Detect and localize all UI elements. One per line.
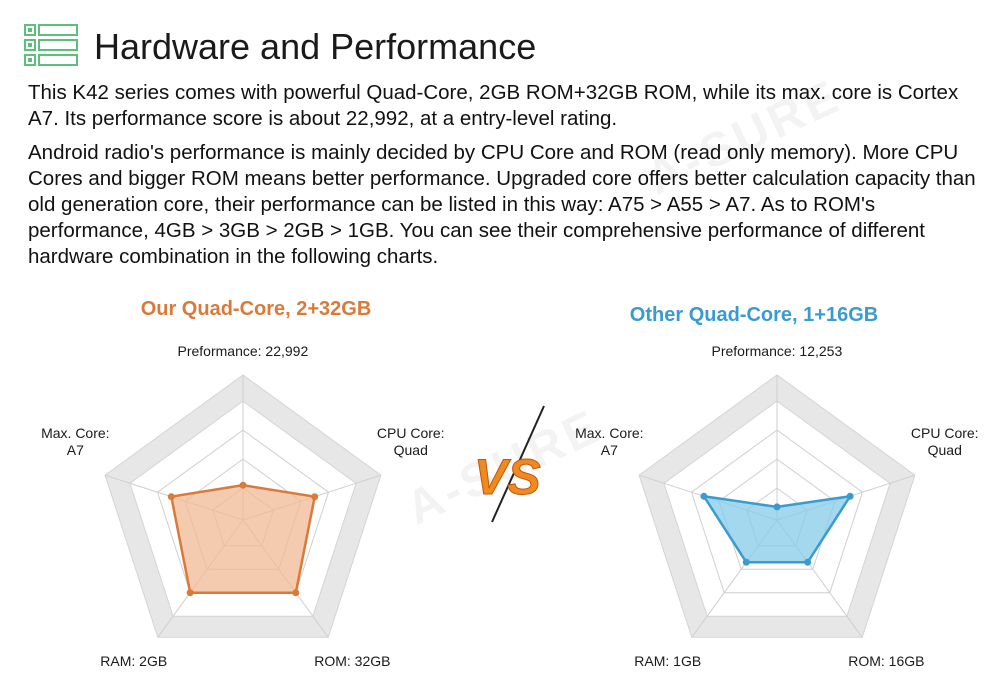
axis-label-line: Preformance: 12,253 xyxy=(711,342,843,359)
axis-label-line: RAM: 1GB xyxy=(634,652,702,669)
axis-label-line: ROM: 32GB xyxy=(314,652,391,669)
axis-label-line: Quad xyxy=(927,442,962,459)
right-radar-point-0 xyxy=(773,503,781,511)
list-icon xyxy=(24,24,78,66)
right-radar-point-1 xyxy=(846,492,854,500)
left-axis-label-4: Max. Core: A7 xyxy=(41,425,109,459)
right-radar-point-4 xyxy=(700,492,708,500)
explanation-paragraph: Android radio's performance is mainly de… xyxy=(28,141,976,268)
axis-label-line: Max. Core: xyxy=(575,425,644,442)
axis-label-line: A7 xyxy=(600,442,618,459)
right-chart-title: Other Quad-Core, 1+16GB xyxy=(629,304,879,326)
vs-logo: VS xyxy=(474,405,545,523)
left-axis-label-0: Preformance: 22,992 xyxy=(178,343,309,360)
intro-paragraph: This K42 series comes with powerful Quad… xyxy=(28,81,959,130)
left-axis-label-1: CPU Core: Quad xyxy=(377,425,445,459)
left-axis-label-2: ROM: 32GB xyxy=(314,653,390,670)
vs-text: VS xyxy=(474,449,541,505)
header: Hardware and Performance xyxy=(24,16,536,74)
right-radar-series-area xyxy=(701,494,853,564)
right-axis-label-0: Preformance: 12,253 xyxy=(712,343,843,360)
right-axis-label-1: CPU Core: Quad xyxy=(911,425,979,459)
right-axis-label-4: Max. Core: A7 xyxy=(575,425,643,459)
axis-label-line: ROM: 16GB xyxy=(848,652,925,669)
page-title: Hardware and Performance xyxy=(94,26,537,67)
axis-label-line: CPU Core: xyxy=(376,425,445,442)
axis-label-line: RAM: 2GB xyxy=(100,652,168,669)
right-radar-gridline-1 xyxy=(718,458,836,570)
axis-label-line: Quad xyxy=(393,442,428,459)
right-radar-point-2 xyxy=(804,558,812,566)
right-axis-label-3: RAM: 1GB xyxy=(634,653,701,670)
axis-label-line: Preformance: 22,992 xyxy=(177,342,309,359)
left-chart-title: Our Quad-Core, 2+32GB xyxy=(140,298,372,320)
left-radar-point-0 xyxy=(239,481,247,489)
axis-label-line: A7 xyxy=(66,442,84,459)
left-radar-point-3 xyxy=(186,589,194,597)
right-radar-gridline-0 xyxy=(690,429,864,594)
right-axis-label-2: ROM: 16GB xyxy=(848,653,924,670)
axis-label-line: CPU Core: xyxy=(910,425,979,442)
left-axis-label-3: RAM: 2GB xyxy=(100,653,167,670)
axis-label-line: Max. Core: xyxy=(41,425,110,442)
left-radar-series-area xyxy=(169,483,317,594)
left-radar-point-4 xyxy=(167,493,175,501)
right-radar-point-3 xyxy=(742,558,750,566)
left-radar-point-2 xyxy=(292,589,300,597)
left-radar-point-1 xyxy=(311,493,319,501)
